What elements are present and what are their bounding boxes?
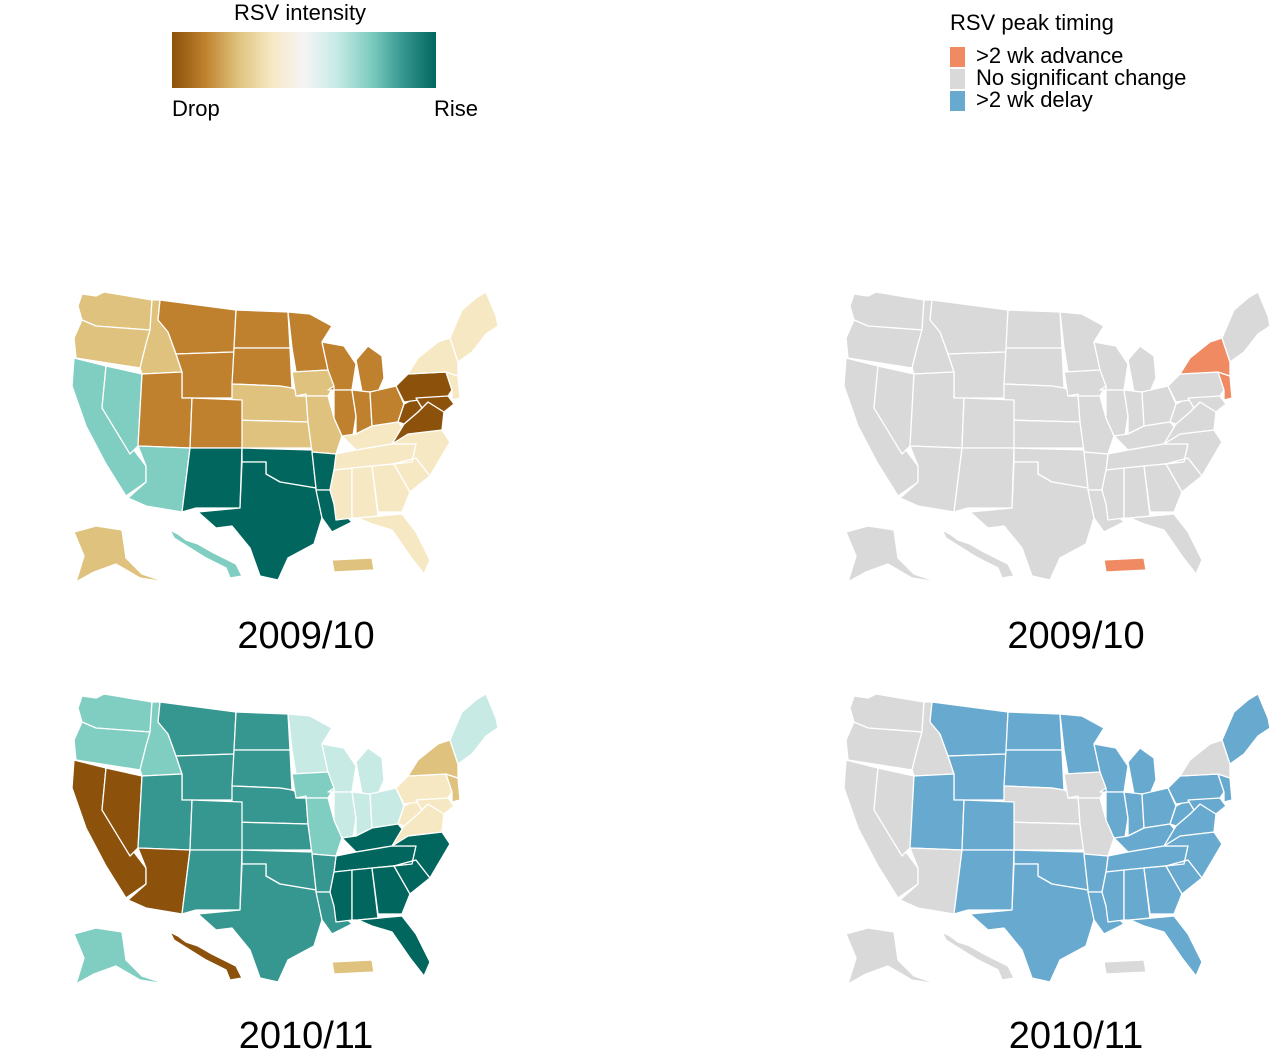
region-nevada [873,767,915,857]
region-texas [969,863,1095,983]
region-hawaii [169,529,243,579]
region-kansas [1003,821,1085,851]
region-michigan [1127,747,1157,795]
region-colorado [961,397,1015,449]
region-wyoming [175,753,235,801]
region-texas [197,461,323,581]
region-new-england [449,291,499,363]
region-wyoming [947,351,1007,399]
region-kansas [231,821,313,851]
region-new-mexico [181,447,243,513]
intensity-gradient-bar [172,32,436,88]
region-new-mexico [953,447,1015,513]
region-new-york [1179,739,1231,779]
intensity-legend-title: RSV intensity [234,0,367,25]
region-florida [1129,513,1203,575]
region-nevada [873,365,915,455]
region-florida [357,513,431,575]
region-michigan [355,345,385,393]
region-north-dakota [233,309,291,349]
intensity-high-label: Rise [434,96,479,121]
region-new-england [1221,291,1271,363]
timing-label-delay: >2 wk delay [976,87,1093,112]
season-label: 2010/11 [238,1015,374,1057]
region-iowa [291,771,335,799]
region-south-dakota [231,749,293,791]
season-label: 2009/10 [1007,615,1145,657]
region-texas [197,863,323,983]
region-puerto-rico [1103,557,1147,573]
region-new-york [1179,337,1231,377]
region-north-dakota [233,711,291,751]
us-map [843,693,1271,985]
season-label: 2010/11 [1008,1015,1144,1057]
region-iowa [1063,771,1107,799]
timing-label-none: No significant change [976,65,1187,90]
timing-legend-title: RSV peak timing [950,10,1114,35]
region-maryland [1187,797,1227,815]
region-nevada [101,767,143,857]
region-maryland [415,797,455,815]
region-puerto-rico [331,959,375,975]
us-map [71,693,499,985]
region-texas [969,461,1095,581]
map-panel-intensity-2009 [66,286,506,596]
timing-swatch-none [950,69,965,89]
region-michigan [1127,345,1157,393]
region-south-dakota [1003,347,1065,389]
region-iowa [291,369,335,397]
region-new-york [407,337,459,377]
region-florida [357,915,431,977]
season-label: 2009/10 [237,615,375,657]
region-alaska [73,525,167,583]
region-new-england [1221,693,1271,765]
region-colorado [189,397,243,449]
region-new-mexico [181,849,243,915]
region-alaska [845,525,939,583]
region-north-dakota [1005,711,1063,751]
region-hawaii [941,931,1015,981]
region-new-england [449,693,499,765]
region-north-dakota [1005,309,1063,349]
region-alaska [73,927,167,985]
region-kansas [1003,419,1085,449]
region-colorado [189,799,243,851]
region-puerto-rico [331,557,375,573]
timing-swatch-delay [950,91,965,111]
map-panel-timing-2010 [838,688,1278,998]
us-map [843,291,1271,583]
region-wyoming [947,753,1007,801]
region-alaska [845,927,939,985]
region-south-dakota [231,347,293,389]
region-iowa [1063,369,1107,397]
region-new-mexico [953,849,1015,915]
region-hawaii [941,529,1015,579]
region-south-dakota [1003,749,1065,791]
region-nevada [101,365,143,455]
timing-label-advance: >2 wk advance [976,43,1124,68]
intensity-low-label: Drop [172,96,220,121]
timing-swatch-advance [950,47,965,67]
region-new-york [407,739,459,779]
region-maryland [1187,395,1227,413]
map-panel-timing-2009 [838,286,1278,596]
region-puerto-rico [1103,959,1147,975]
us-map [71,291,499,583]
region-kansas [231,419,313,449]
region-hawaii [169,931,243,981]
region-wyoming [175,351,235,399]
region-florida [1129,915,1203,977]
region-colorado [961,799,1015,851]
region-michigan [355,747,385,795]
region-maryland [415,395,455,413]
map-panel-intensity-2010 [66,688,506,998]
